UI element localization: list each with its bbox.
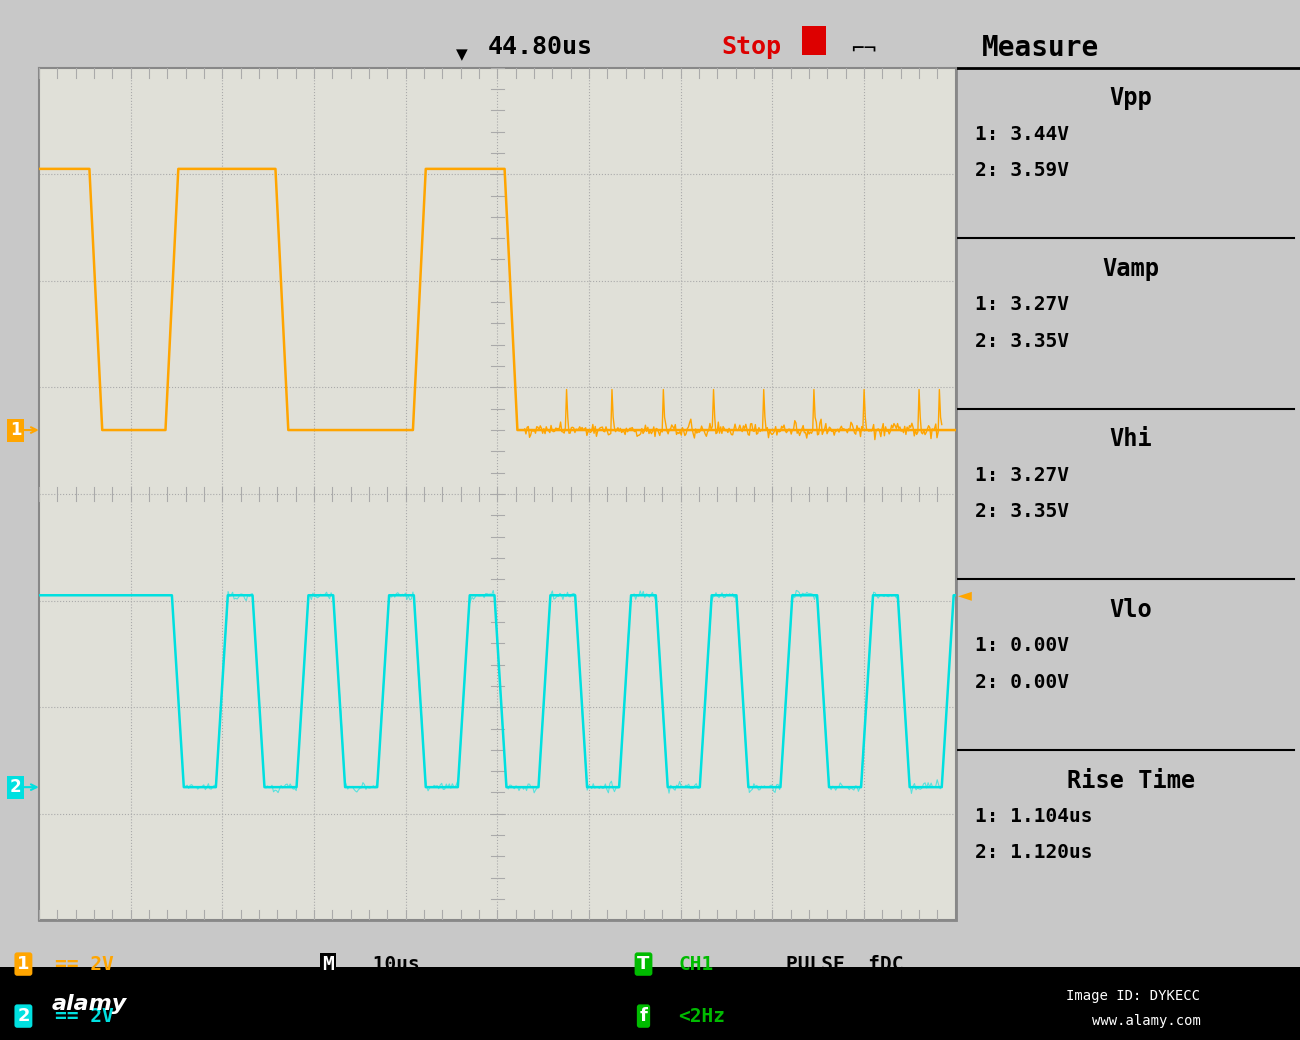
Text: == 2V: == 2V <box>55 955 113 973</box>
Text: Vamp: Vamp <box>1102 257 1160 281</box>
Text: Image ID: DYKECC: Image ID: DYKECC <box>1066 989 1200 1004</box>
FancyBboxPatch shape <box>39 68 956 920</box>
Text: f: f <box>640 1007 647 1025</box>
Text: 1: 3.27V: 1: 3.27V <box>975 295 1069 314</box>
Text: 2: 1.120us: 2: 1.120us <box>975 843 1092 862</box>
Text: 2: 3.35V: 2: 3.35V <box>975 502 1069 521</box>
Text: 10us: 10us <box>361 955 420 973</box>
Text: 1: 0.00V: 1: 0.00V <box>975 636 1069 655</box>
Text: 1: 3.27V: 1: 3.27V <box>975 466 1069 485</box>
Text: 2: 2 <box>10 778 21 797</box>
Text: PULSE  fDC: PULSE fDC <box>786 955 904 973</box>
Text: 2: 0.00V: 2: 0.00V <box>975 673 1069 692</box>
Text: Measure: Measure <box>982 34 1098 62</box>
Text: Vpp: Vpp <box>1110 86 1152 110</box>
Text: Vlo: Vlo <box>1110 598 1152 622</box>
Text: T: T <box>637 955 650 973</box>
Text: <2Hz: <2Hz <box>679 1007 725 1025</box>
Text: M: M <box>322 955 334 973</box>
Text: == 2V: == 2V <box>55 1007 113 1025</box>
FancyBboxPatch shape <box>0 967 1300 1040</box>
Text: www.alamy.com: www.alamy.com <box>1092 1014 1201 1029</box>
Text: 2: 3.59V: 2: 3.59V <box>975 161 1069 180</box>
Text: ⌐¬: ⌐¬ <box>852 40 876 59</box>
Text: M: M <box>322 955 334 973</box>
Text: 44.80us: 44.80us <box>488 35 593 59</box>
Text: alamy: alamy <box>52 993 127 1014</box>
Text: 1: 1.104us: 1: 1.104us <box>975 807 1092 826</box>
Text: Rise Time: Rise Time <box>1067 769 1195 792</box>
Text: CH1: CH1 <box>679 955 714 973</box>
Text: 1: 3.44V: 1: 3.44V <box>975 125 1069 144</box>
Text: Vhi: Vhi <box>1110 427 1152 451</box>
Text: 1: 1 <box>10 421 21 439</box>
Text: ◄: ◄ <box>958 587 972 604</box>
FancyBboxPatch shape <box>802 26 826 55</box>
Text: Stop: Stop <box>722 35 781 59</box>
Text: ▼: ▼ <box>455 48 468 62</box>
Text: 1: 1 <box>17 955 30 973</box>
Text: 2: 3.35V: 2: 3.35V <box>975 332 1069 350</box>
Text: 2: 2 <box>17 1007 30 1025</box>
